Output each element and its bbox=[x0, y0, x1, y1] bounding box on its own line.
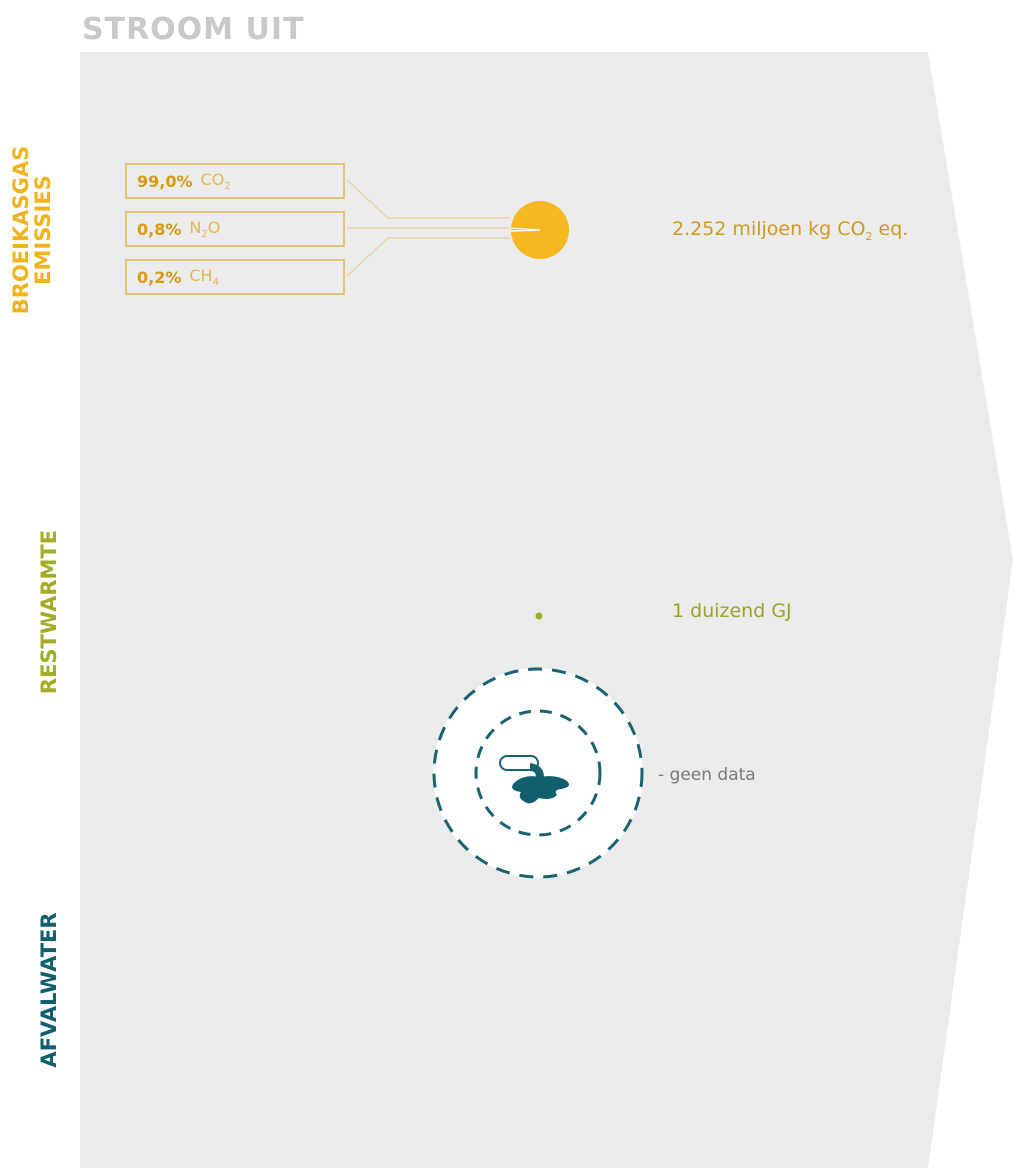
ghg-total-value: 2.252 miljoen kg CO2 eq. bbox=[672, 218, 909, 243]
water-total-value: - geen data bbox=[658, 765, 756, 785]
heat-dot-icon bbox=[535, 612, 543, 620]
section-label-heat: RESTWARMTE bbox=[37, 529, 61, 695]
gas-pct: 0,8% bbox=[137, 219, 182, 239]
section-label-ghg-line2: EMISSIES bbox=[31, 175, 55, 285]
gas-name: CH4 bbox=[189, 265, 219, 289]
gas-pct: 0,2% bbox=[137, 267, 182, 287]
heat-total-value: 1 duizend GJ bbox=[672, 600, 792, 622]
gas-name: CO2 bbox=[200, 169, 231, 193]
gas-connectors bbox=[346, 179, 510, 277]
panel-background bbox=[80, 52, 1013, 1168]
section-label-ghg-line1: BROEIKASGAS bbox=[9, 145, 33, 315]
page-title: STROOM UIT bbox=[82, 12, 305, 47]
wastewater-icon bbox=[432, 667, 644, 879]
pie-chart-icon bbox=[510, 201, 569, 259]
gas-box-co2: 99,0% CO2 bbox=[125, 163, 345, 199]
gas-pct: 99,0% bbox=[137, 171, 193, 191]
gas-box-n2o: 0,8% N2O bbox=[125, 211, 345, 247]
gas-box-ch4: 0,2% CH4 bbox=[125, 259, 345, 295]
section-label-water: AFVALWATER bbox=[37, 912, 61, 1068]
section-label-ghg: BROEIKASGAS EMISSIES bbox=[9, 130, 55, 330]
gas-name: N2O bbox=[189, 217, 221, 241]
